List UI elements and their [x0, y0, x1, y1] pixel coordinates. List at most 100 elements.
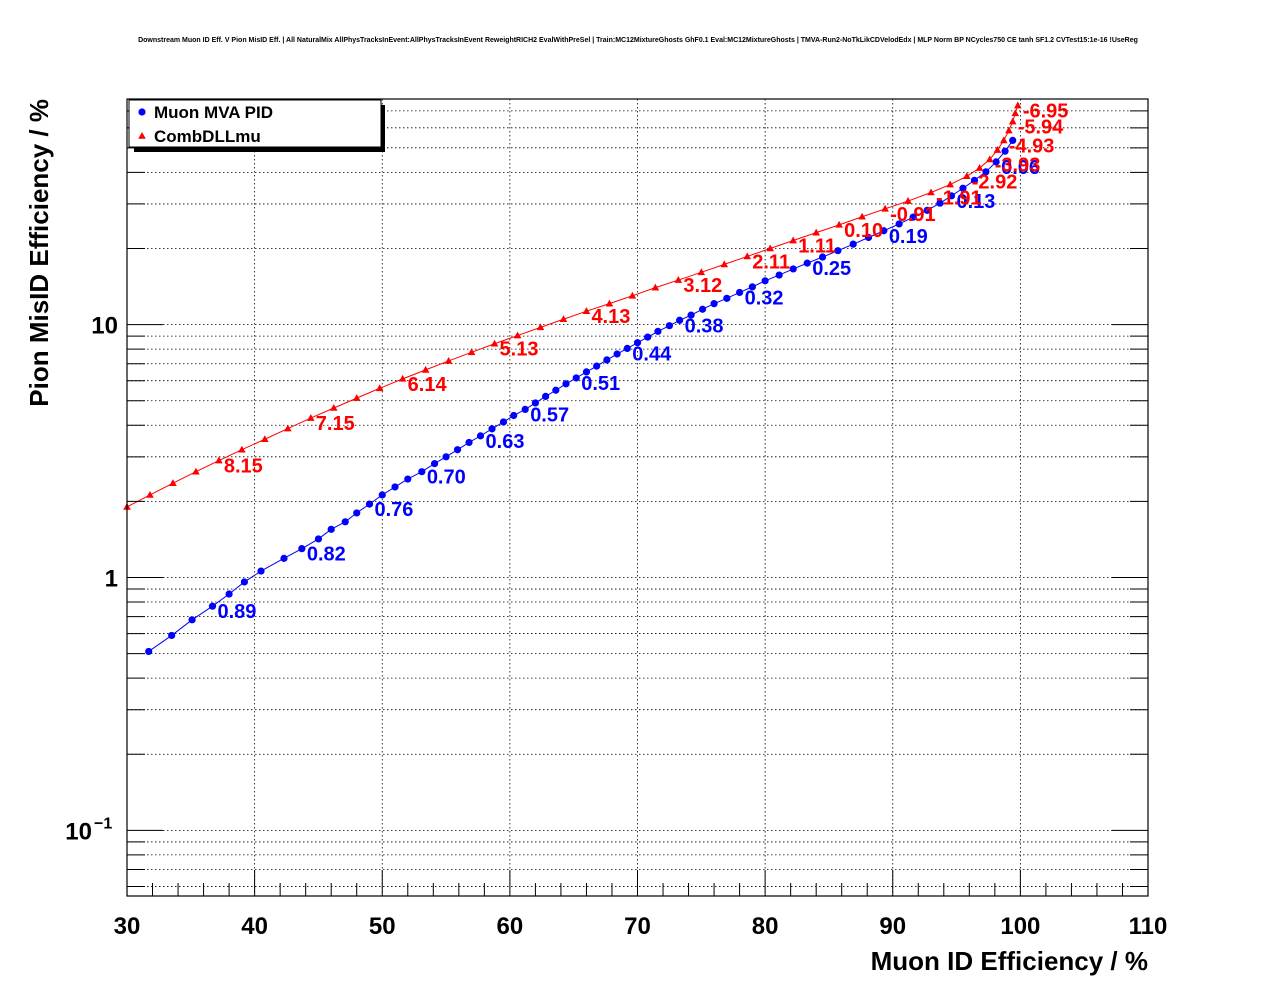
data-point: [476, 432, 485, 440]
data-label: 0.57: [530, 404, 569, 426]
data-point: [341, 518, 349, 526]
data-point: [849, 240, 857, 248]
data-point: [761, 277, 769, 285]
y-tick-label: 10: [91, 313, 118, 340]
data-point: [215, 456, 223, 464]
data-point: [723, 294, 731, 302]
data-point: [665, 322, 674, 330]
y-axis-title: Pion MisID Efficiency / %: [24, 99, 54, 407]
data-point: [651, 283, 660, 291]
data-point: [421, 365, 430, 373]
data-point: [654, 327, 662, 335]
data-point: [975, 164, 984, 171]
data-point: [444, 356, 453, 364]
data-point: [923, 206, 931, 214]
data-point: [490, 339, 499, 347]
x-tick-label: 60: [497, 913, 524, 940]
data-point: [582, 368, 591, 376]
data-point: [280, 554, 288, 562]
y-tick-label: 10: [65, 818, 92, 845]
legend-entry-label: Muon MVA PID: [154, 103, 273, 122]
data-point: [633, 339, 642, 347]
data-point: [1014, 101, 1022, 109]
data-point: [1008, 117, 1017, 125]
x-axis-title: Muon ID Efficiency / %: [871, 946, 1148, 976]
data-point: [168, 631, 176, 640]
data-point: [208, 602, 217, 610]
data-label: -2.92: [972, 171, 1018, 193]
legend: Muon MVA PID CombDLLmu: [128, 99, 385, 152]
data-point: [375, 384, 384, 392]
data-point: [1009, 136, 1017, 145]
data-point: [365, 500, 374, 508]
data-point: [261, 435, 269, 443]
data-point: [603, 356, 611, 364]
data-label: 0.25: [812, 258, 851, 280]
data-point: [284, 424, 292, 432]
chart-title: Downstream Muon ID Eff. V Pion MisID Eff…: [138, 37, 1138, 44]
data-point: [674, 276, 683, 283]
data-point: [818, 253, 827, 261]
data-point: [970, 176, 979, 184]
legend-marker-circle: [138, 108, 146, 116]
data-point: [169, 479, 177, 486]
data-point: [605, 299, 614, 307]
data-point: [329, 403, 338, 411]
data-label: 0.32: [745, 287, 784, 309]
data-point: [982, 168, 990, 176]
data-point: [858, 212, 866, 220]
data-point: [306, 414, 315, 421]
data-label: 3.12: [683, 275, 722, 297]
data-label: -3.93: [995, 154, 1041, 176]
data-label: 0.10: [844, 220, 883, 242]
data-point: [192, 467, 200, 475]
data-point: [697, 268, 706, 276]
data-label: -5.94: [1018, 117, 1064, 139]
data-point: [418, 468, 426, 476]
data-point: [835, 220, 843, 228]
series-muon-mva-pid: 0.89 0.82 0.76 0.70 0.630.57 0.51 0.44 0.38 0.32…: [145, 136, 1040, 656]
data-point: [582, 307, 591, 314]
data-label: 0.44: [632, 343, 672, 365]
data-point: [710, 300, 718, 308]
data-point: [748, 283, 756, 291]
data-label: 7.15: [316, 413, 355, 435]
data-point: [743, 252, 752, 260]
data-point: [572, 374, 580, 382]
x-tick-label: 110: [1129, 913, 1168, 940]
data-point: [789, 236, 798, 244]
x-tick-label: 40: [241, 913, 268, 940]
data-label: 0.19: [889, 226, 928, 248]
data-point: [999, 136, 1008, 144]
data-point: [145, 647, 153, 656]
data-label: 0.70: [427, 467, 466, 489]
data-point: [225, 590, 233, 598]
data-label: -0.91: [890, 204, 936, 226]
data-point: [687, 311, 695, 319]
y-tick-exponent: −1: [94, 815, 112, 832]
data-point: [1001, 147, 1009, 155]
data-point: [936, 199, 944, 207]
data-point: [398, 374, 407, 382]
data-label: 1.11: [798, 236, 836, 258]
grid-layer: [127, 99, 1148, 896]
data-label: 4.13: [591, 306, 630, 328]
data-point: [442, 453, 450, 461]
data-point: [257, 567, 265, 575]
data-point: [238, 445, 246, 453]
data-point: [430, 460, 439, 468]
data-label: 0.51: [581, 373, 620, 395]
x-tick-label: 80: [752, 913, 779, 940]
data-point: [775, 271, 783, 279]
data-point: [789, 265, 797, 273]
data-point: [298, 545, 306, 553]
data-point: [378, 491, 386, 499]
series-line: [148, 140, 1014, 652]
data-point: [352, 394, 361, 401]
data-label: 5.13: [500, 339, 539, 361]
legend-box: [128, 99, 382, 148]
data-label: 0.06: [1001, 157, 1040, 179]
data-point: [623, 344, 631, 353]
